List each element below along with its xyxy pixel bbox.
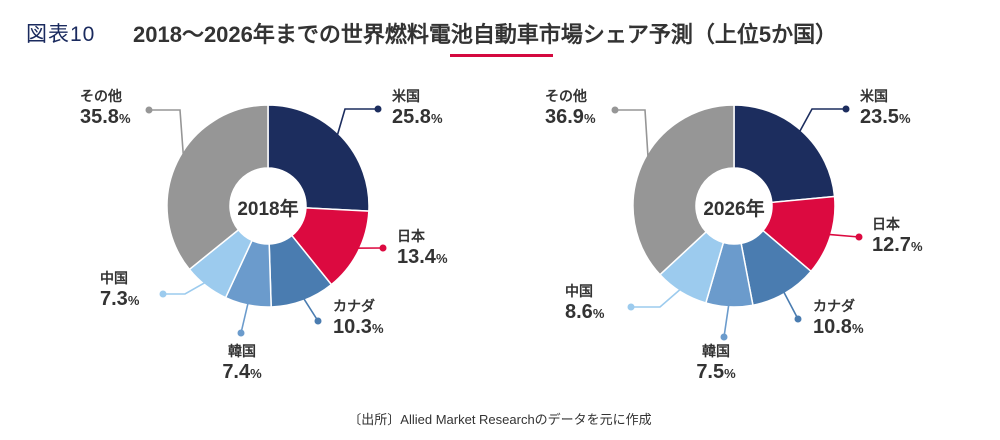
slice-label-0-3: 韓国 7.4% <box>216 343 268 386</box>
leader-dot-1-5 <box>611 106 619 114</box>
slice-value-unit: % <box>724 366 736 381</box>
slice-value: 12.7% <box>872 233 923 259</box>
slice-value-unit: % <box>435 251 448 266</box>
leader-line-1-0 <box>795 108 846 138</box>
leader-dot-0-5 <box>145 106 153 114</box>
slice-value-number: 7.5 <box>696 361 725 383</box>
slice-value-unit: % <box>583 111 596 126</box>
slice-value-unit: % <box>127 293 140 308</box>
slice-label-0-5: その他 35.8% <box>80 88 131 131</box>
slice-name: 韓国 <box>228 343 256 359</box>
leader-dot-1-0 <box>842 105 850 113</box>
slice-value: 8.6% <box>565 300 604 326</box>
slice-label-1-1: 日本 12.7% <box>872 216 923 259</box>
slice-value-unit: % <box>430 111 443 126</box>
slice-value: 7.3% <box>100 287 139 313</box>
slice-value-number: 12.7 <box>872 234 911 256</box>
leader-line-1-2 <box>780 285 799 320</box>
leader-dot-0-1 <box>379 244 387 252</box>
donut-slice-1-5 <box>632 104 735 276</box>
slice-value-number: 10.8 <box>813 316 852 338</box>
slice-name: その他 <box>545 88 587 104</box>
leader-line-1-3 <box>723 298 731 338</box>
slice-name: 日本 <box>872 216 900 232</box>
slice-value-unit: % <box>592 306 605 321</box>
donut-slice-1-0 <box>733 104 836 204</box>
donut-center-label-1: 2026年 <box>703 199 765 220</box>
slice-label-1-4: 中国 8.6% <box>565 283 604 326</box>
slice-value-number: 23.5 <box>860 106 899 128</box>
donut-slice-0-5 <box>166 104 269 271</box>
source-note: 〔出所〕Allied Market Researchのデータを元に作成 <box>348 412 652 427</box>
donut-slice-0-0 <box>267 104 370 212</box>
slice-label-1-3: 韓国 7.5% <box>690 343 742 386</box>
slice-value-unit: % <box>118 111 131 126</box>
title-underline <box>450 54 553 57</box>
slice-value-unit: % <box>898 111 911 126</box>
slice-name: 米国 <box>392 88 420 104</box>
slice-value-unit: % <box>851 321 864 336</box>
slice-value-number: 13.4 <box>397 246 436 268</box>
slice-value: 35.8% <box>80 105 131 131</box>
slice-value-number: 10.3 <box>333 316 372 338</box>
leader-dot-1-1 <box>855 233 863 241</box>
slice-value: 7.4% <box>216 360 268 386</box>
slice-value: 36.9% <box>545 105 596 131</box>
leader-dot-1-2 <box>794 315 802 323</box>
slice-name: 中国 <box>565 283 593 299</box>
slice-name: 韓国 <box>702 343 730 359</box>
slice-value-number: 36.9 <box>545 106 584 128</box>
slice-value-unit: % <box>371 321 384 336</box>
slice-label-0-4: 中国 7.3% <box>100 270 139 313</box>
page-title: 2018～2026年までの世界燃料電池自動車市場シェア予測（上位5か国） <box>133 22 838 47</box>
slice-value-number: 7.4 <box>222 361 251 383</box>
leader-dot-0-0 <box>374 105 382 113</box>
donut-center-label-0: 2018年 <box>237 199 299 220</box>
leader-dot-1-3 <box>720 333 728 341</box>
slice-value-unit: % <box>910 239 923 254</box>
slice-value-number: 35.8 <box>80 106 119 128</box>
slice-label-0-2: カナダ 10.3% <box>333 298 384 341</box>
leader-dot-0-2 <box>314 317 322 325</box>
slice-label-1-5: その他 36.9% <box>545 88 596 131</box>
leader-line-1-4 <box>631 284 686 308</box>
leader-dot-0-4 <box>159 290 167 298</box>
slice-value: 10.3% <box>333 315 384 341</box>
leader-line-0-3 <box>240 296 251 334</box>
slice-value-unit: % <box>250 366 262 381</box>
slice-name: 米国 <box>860 88 888 104</box>
leader-dot-0-3 <box>237 329 245 337</box>
slice-name: 日本 <box>397 228 425 244</box>
leader-line-0-2 <box>299 292 319 322</box>
leader-line-1-5 <box>615 109 650 169</box>
figure-label: 図表10 <box>26 23 96 46</box>
slice-label-1-2: カナダ 10.8% <box>813 298 864 341</box>
slice-value: 13.4% <box>397 245 448 271</box>
slice-label-1-0: 米国 23.5% <box>860 88 911 131</box>
slice-value: 7.5% <box>690 360 742 386</box>
leader-line-0-0 <box>334 108 378 143</box>
slice-name: カナダ <box>333 298 375 314</box>
slice-label-0-0: 米国 25.8% <box>392 88 443 131</box>
slice-value-number: 7.3 <box>100 288 128 310</box>
slice-name: その他 <box>80 88 122 104</box>
slice-name: カナダ <box>813 298 855 314</box>
leader-dot-1-4 <box>627 303 635 311</box>
slice-value: 10.8% <box>813 315 864 341</box>
slice-value: 23.5% <box>860 105 911 131</box>
leader-line-1-1 <box>822 233 860 238</box>
slice-name: 中国 <box>100 270 128 286</box>
leader-line-0-4 <box>163 278 212 295</box>
slice-value-number: 25.8 <box>392 106 431 128</box>
leader-line-0-5 <box>149 109 185 166</box>
slice-label-0-1: 日本 13.4% <box>397 228 448 271</box>
slice-value: 25.8% <box>392 105 443 131</box>
slice-value-number: 8.6 <box>565 301 593 323</box>
